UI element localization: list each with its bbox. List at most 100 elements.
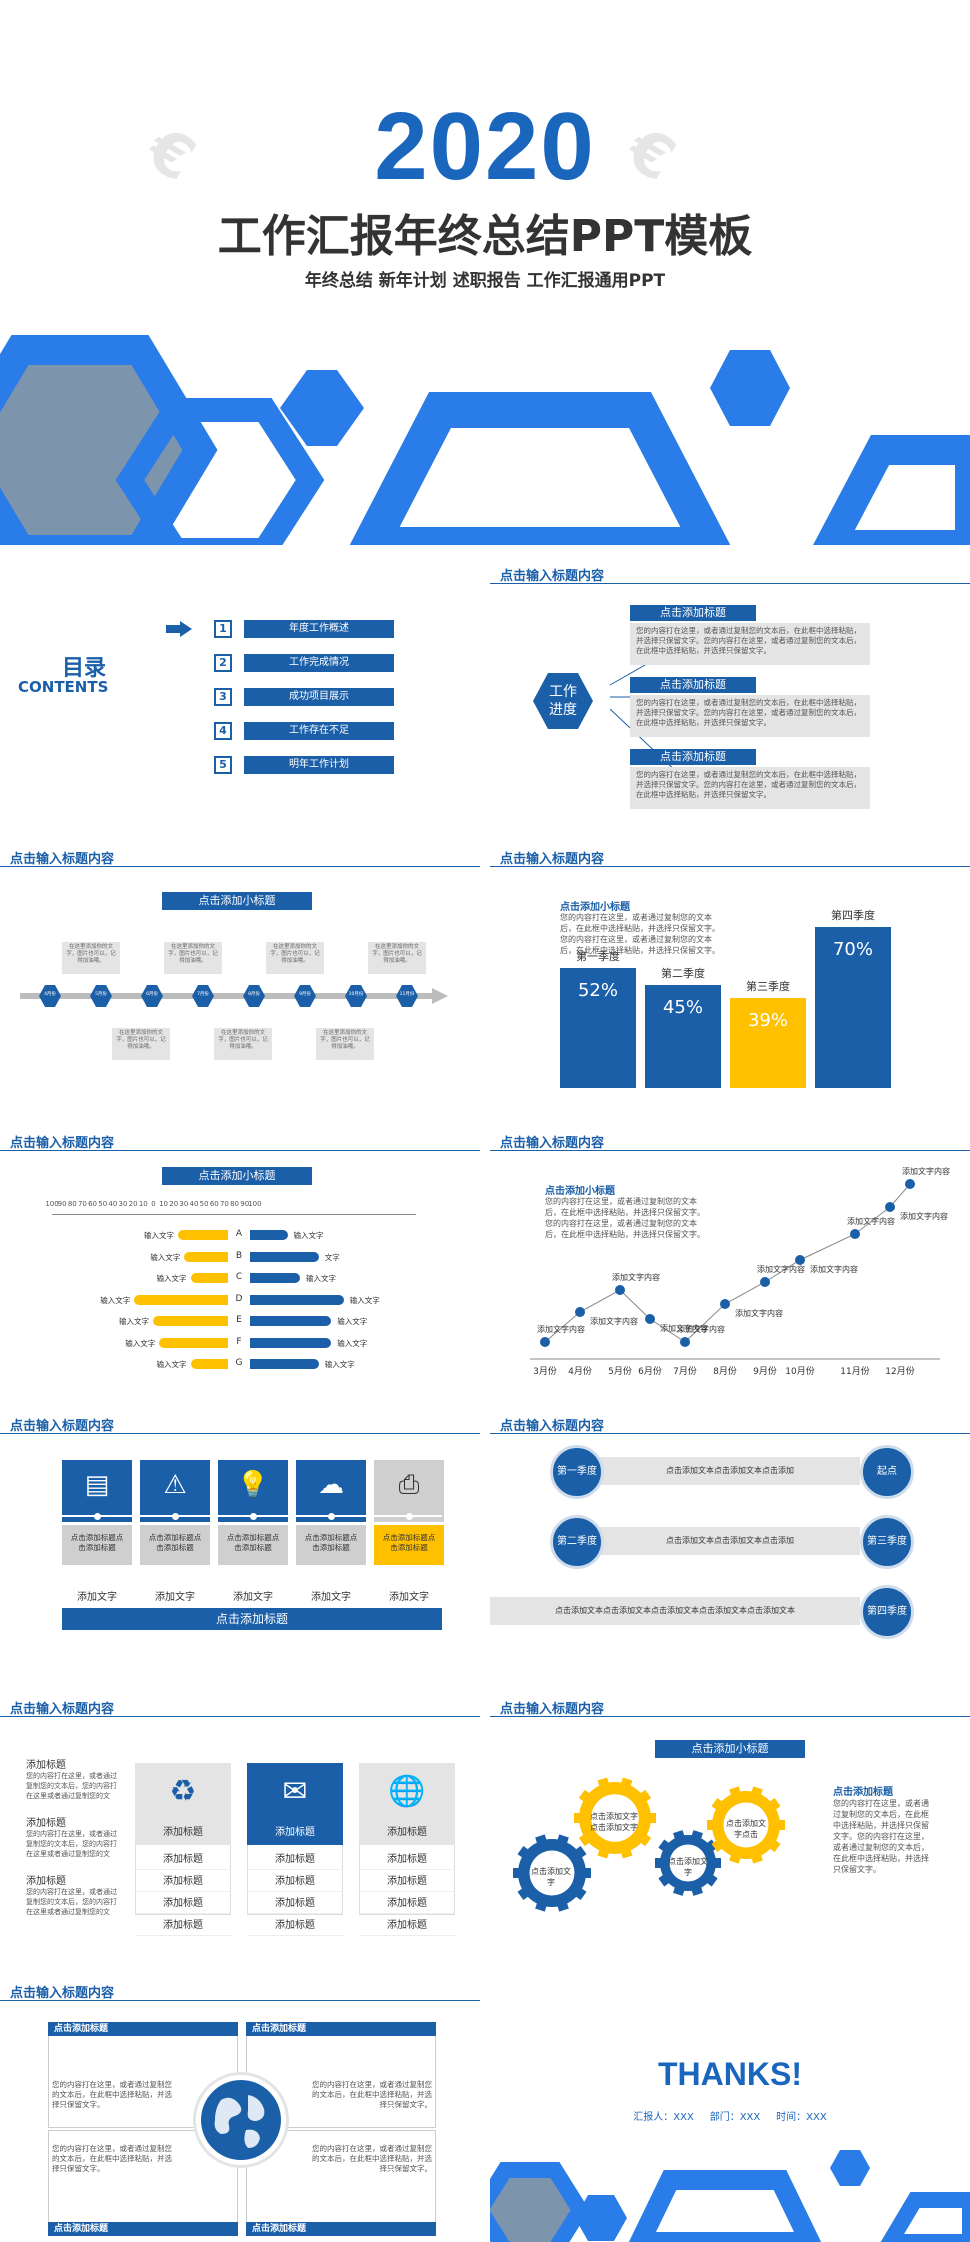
thanks-slide: THANKS! 汇报人：XXX 部门：XXX 时间：XXX <box>490 1960 970 2242</box>
globe-box-title: 点击添加标题 <box>246 2022 436 2036</box>
document-icon: ▤ <box>84 1470 110 1500</box>
toc-subtitle: CONTENTS <box>18 678 109 696</box>
gears-side-title: 点击添加标题 <box>833 1787 893 1798</box>
globe-slide: 点击输入标题内容 点击添加标题您的内容打在这里，或者通过复制您的文本后，在此框中… <box>0 1960 480 2242</box>
butterfly-right-label: 输入文字 <box>306 1274 336 1283</box>
icon-tile <box>140 1460 210 1522</box>
axis-tick-label: 90 <box>240 1200 250 1208</box>
header-rule <box>490 866 970 867</box>
globe-box-text: 您的内容打在这里，或者通过复制您的文本后，在此框中选择粘贴，并选择只保留文字。 <box>52 2080 172 2109</box>
axis-tick-label: 0 <box>151 1200 156 1208</box>
timeline-note: 在这里添加你的文字，图片也可以，记得加油哦。 <box>164 942 222 974</box>
globe-box-title: 点击添加标题 <box>48 2022 238 2036</box>
data-point-label: 添加文字内容 <box>677 1324 725 1334</box>
flow-arrow-band: 点击添加文本点击添加文本点击添加文本点击添加文本点击添加文本 <box>490 1597 860 1625</box>
card-head <box>359 1763 455 1845</box>
butterfly-left-bar <box>190 1359 228 1369</box>
axis-tick-label: 80 <box>67 1200 77 1208</box>
globe-icon: 🌐 <box>388 1774 426 1809</box>
axis-tick-label: 70 <box>219 1200 229 1208</box>
timeline-note: 在这里添加你的文字，图片也可以，记得加油哦。 <box>214 1028 272 1060</box>
quarter-bar-value: 52% <box>577 980 618 1002</box>
lightbulb-icon: 💡 <box>236 1470 270 1500</box>
header-rule <box>0 866 480 867</box>
icon-caption: 点击添加标题点击添加标题 <box>374 1525 444 1565</box>
cover-slide: € € 2020 工作汇报年终总结PPT模板 年终总结 新年计划 述职报告 工作… <box>0 0 970 545</box>
thanks-title: THANKS! <box>658 2056 802 2092</box>
butterfly-right-bar <box>250 1359 319 1369</box>
flow-node-q4: 第四季度 <box>860 1585 914 1639</box>
header-rule <box>0 1433 480 1434</box>
toc-item-label[interactable]: 成功项目展示 <box>244 688 394 706</box>
butterfly-left-label: 输入文字 <box>100 1295 131 1305</box>
butterfly-left-bar <box>153 1316 228 1326</box>
flow-slide: 点击输入标题内容 点击添加文本点击添加文本点击添加 点击添加文本点击添加文本点击添… <box>490 1395 970 1675</box>
globe-box-title: 点击添加标题 <box>48 2222 238 2236</box>
toc-item-label[interactable]: 工作存在不足 <box>244 722 394 740</box>
icon-tile <box>62 1460 132 1522</box>
toc-item-label[interactable]: 年度工作概述 <box>244 620 394 638</box>
cover-subtitle: 年终总结 新年计划 述职报告 工作汇报通用PPT <box>304 271 666 291</box>
chart-subtitle: 点击添加小标题 <box>560 902 630 913</box>
gear-hole <box>591 1794 639 1842</box>
header-rule <box>490 583 970 584</box>
timeline-axis <box>20 993 440 999</box>
line-chart: 3月份 4月份 5月份 6月份 7月份 8月份 9月份 10月份 11月份 12月份添加文字内容添… <box>530 1166 950 1377</box>
x-tick-label: 7月份 <box>673 1365 697 1377</box>
data-point-label: 添加文字内容 <box>900 1211 948 1221</box>
butterfly-category: B <box>235 1250 243 1261</box>
gear-label-4: 点击添加文字点击 <box>726 1819 766 1839</box>
toc-slide: 目录 CONTENTS 1 年度工作概述 2 工作完成情况 3 成功项目展示 4 工作存在不足… <box>0 545 480 825</box>
quarter-chart-slide: 点击输入标题内容 点击添加小标题 您的内容打在这里，或者通过复制您的文本后，在此… <box>490 830 970 1110</box>
cloud-icon: ☁ <box>318 1470 344 1500</box>
cover-title: 工作汇报年终总结PPT模板 <box>217 211 753 262</box>
card-row: 添加标题 <box>247 1850 343 1870</box>
timeline-subtitle: 点击添加小标题 <box>162 892 312 910</box>
arrow-icon <box>166 621 192 637</box>
timeline-node <box>39 985 61 1007</box>
globe-box-text: 您的内容打在这里，或者通过复制您的文本后，在此框中选择粘贴，并选择只保留文字。 <box>312 2144 432 2173</box>
card-head-label: 添加标题 <box>275 1827 315 1838</box>
butterfly-left-label: 输入文字 <box>156 1274 187 1283</box>
toc-item-label[interactable]: 工作完成情况 <box>244 654 394 672</box>
card-left-text: 您的内容打在这里，或者通过复制您的文本后，您的内容打在这里或者通过复制您的文 <box>26 1772 117 1800</box>
slide-header: 点击输入标题内容 <box>10 1419 115 1434</box>
slide-header: 点击输入标题内容 <box>500 1419 605 1434</box>
progress-item-text: 您的内容打在这里，或者通过复制您的文本后，在此框中选择粘贴，并选择只保留文字。您… <box>630 767 870 809</box>
toc-item-label[interactable]: 明年工作计划 <box>244 756 394 774</box>
butterfly-left-label: 输入文字 <box>156 1360 187 1369</box>
x-tick-label: 4月份 <box>568 1365 592 1377</box>
cards-slide: 点击输入标题内容 添加标题 您的内容打在这里，或者通过复制您的文本后，您的内容打在… <box>0 1678 480 1958</box>
line-chart-slide: 点击输入标题内容 点击添加小标题 您的内容打在这里，或者通过复制您的文本后，在此… <box>490 1112 970 1392</box>
gear-label-2: 点击添加文字点击添加文字 <box>590 1812 638 1832</box>
butterfly-right-bar <box>250 1251 319 1262</box>
data-point <box>540 1337 550 1347</box>
timeline-node <box>141 985 163 1007</box>
icon-caption: 点击添加标题点击添加标题 <box>140 1525 210 1565</box>
slide-header: 点击输入标题内容 <box>10 1986 115 2001</box>
toc-item-number: 5 <box>214 756 232 774</box>
progress-center-hex: 工作 进度 <box>533 673 593 729</box>
header-rule <box>490 1150 970 1151</box>
timeline-month-label: 7月份 <box>197 992 209 997</box>
axis-tick-label: 10 <box>159 1200 169 1208</box>
butterfly-left-bar <box>178 1230 228 1240</box>
card-left-title: 添加标题 <box>26 1760 66 1771</box>
timeline-month-label: 9月份 <box>299 992 311 997</box>
printer-icon: ⎙ <box>398 1470 420 1500</box>
icons-slide: 点击输入标题内容 ▤ 点击添加标题点击添加标题 添加文字 ⚠ 点击添加标题点击添加标题添… <box>0 1395 480 1675</box>
hexagon-decoration <box>0 335 970 545</box>
data-point <box>795 1255 805 1265</box>
x-tick-label: 8月份 <box>713 1365 737 1377</box>
axis-tick-label: 40 <box>108 1200 118 1208</box>
butterfly-right-label: 输入文字 <box>293 1231 324 1240</box>
flow-node-q3: 第三季度 <box>860 1515 914 1569</box>
butterfly-right-bar <box>250 1316 332 1326</box>
card-row: 添加标题 <box>247 1872 343 1892</box>
timeline-node <box>294 985 316 1007</box>
axis-tick-label: 20 <box>128 1200 138 1208</box>
x-tick-label: 3月份 <box>533 1365 557 1377</box>
butterfly-right-label: 输入文字 <box>324 1360 355 1369</box>
butterfly-left-bar <box>184 1251 228 1262</box>
quarter-bar-value: 45% <box>662 996 703 1018</box>
